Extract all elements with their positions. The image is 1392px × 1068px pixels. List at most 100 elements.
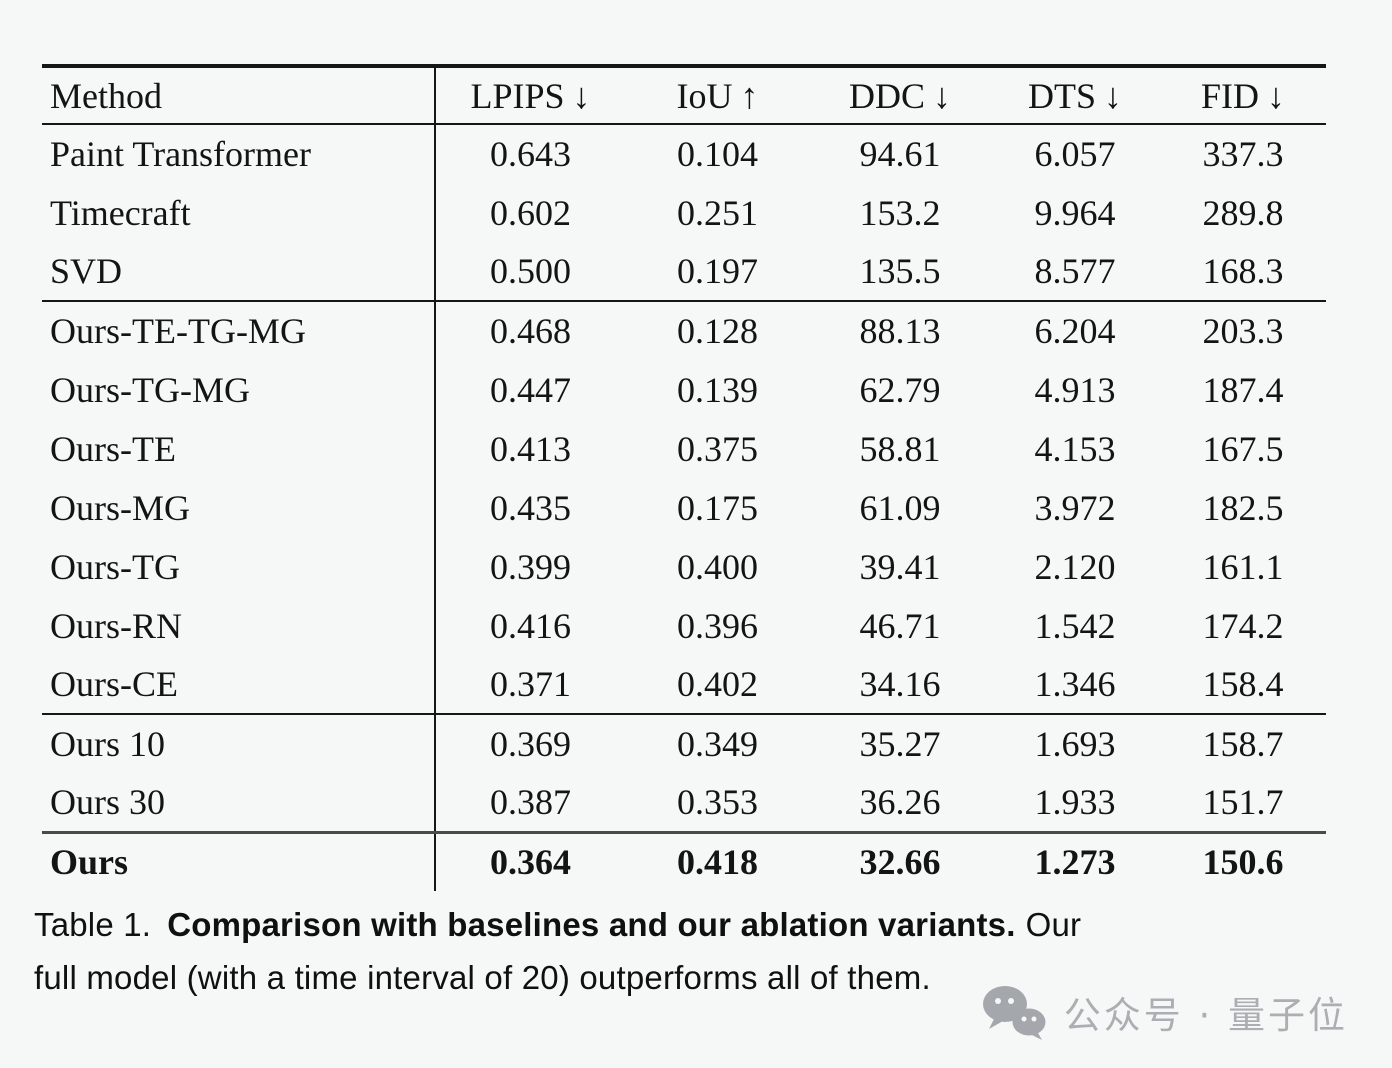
method-cell: Ours 10 (42, 713, 436, 773)
metric-value-cell: 0.139 (677, 369, 758, 410)
metric-value-cell: 0.400 (677, 546, 758, 587)
metric-value-cell: 0.104 (677, 134, 758, 174)
col-header-fid: FID ↓ (1160, 66, 1326, 125)
results-table-container: Method LPIPS ↓ IoU ↑ DDC ↓ DTS ↓ FID ↓ Paint … (42, 64, 1326, 891)
metric-value-cell: 158.7 (1160, 713, 1326, 773)
metric-value-cell: 34.16 (859, 664, 941, 704)
col-header-dts-label: DTS (1027, 75, 1096, 116)
table-row-ours-10: Ours 10 0.369 0.349 35.27 1.693 158.7 (42, 713, 1326, 773)
col-header-ddc-label: DDC (848, 75, 925, 116)
metric-value-cell: 0.402 (677, 664, 758, 704)
metric-value-cell: 0.418 (625, 830, 810, 891)
down-arrow-icon: ↓ (1104, 75, 1122, 116)
col-header-lpips-label: LPIPS (470, 75, 565, 116)
down-arrow-icon: ↓ (1267, 75, 1285, 116)
metric-value-cell: 153.2 (859, 192, 941, 233)
caption-text-line1: Our (1025, 906, 1082, 943)
method-cell: Ours-RN (42, 596, 436, 655)
metric-value-cell: 0.251 (677, 192, 758, 233)
metric-value-cell: 0.369 (435, 713, 625, 773)
metric-value-cell: 203.3 (1160, 300, 1326, 360)
metric-value-cell: 35.27 (810, 713, 990, 773)
metric-value-cell: 1.273 (990, 830, 1160, 891)
table-row-ours-rn: Ours-RN 0.416 0.396 46.71 1.542 174.2 (42, 596, 1326, 655)
metric-value-cell: 8.577 (1034, 251, 1116, 291)
results-table: Method LPIPS ↓ IoU ↑ DDC ↓ DTS ↓ FID ↓ Paint … (42, 64, 1326, 891)
metric-value-cell: 39.41 (859, 546, 941, 587)
metric-value-cell: 0.413 (490, 428, 571, 469)
metric-value-cell: 0.387 (490, 781, 571, 822)
method-cell: Ours-TG (42, 537, 436, 596)
metric-value-cell: 187.4 (1202, 369, 1284, 410)
watermark-text: 公众号 · 量子位 (1063, 994, 1348, 1037)
metric-value-cell: 6.057 (1034, 134, 1116, 174)
metric-value-cell: 62.79 (859, 369, 941, 410)
method-cell: Timecraft (42, 183, 436, 242)
metric-value-cell: 0.175 (677, 487, 758, 528)
col-header-iou-label: IoU (676, 75, 733, 116)
col-header-method: Method (42, 66, 436, 125)
method-cell: SVD (42, 242, 436, 301)
metric-value-cell: 161.1 (1202, 546, 1284, 587)
metric-value-cell: 0.602 (490, 192, 571, 233)
metric-value-cell: 0.349 (625, 713, 810, 773)
metric-value-cell: 337.3 (1202, 134, 1284, 174)
table-row-ours-mg: Ours-MG 0.435 0.175 61.09 3.972 182.5 (42, 478, 1326, 537)
col-header-ddc: DDC ↓ (810, 66, 990, 125)
method-cell: Ours-TE (42, 419, 436, 478)
metric-value-cell: 88.13 (810, 300, 990, 360)
metric-value-cell: 36.26 (859, 781, 941, 822)
table-row-ours-te-tg-mg: Ours-TE-TG-MG 0.468 0.128 88.13 6.204 203.3 (42, 300, 1326, 360)
table-caption: Table 1. Comparison with baselines and ou… (34, 898, 1350, 1004)
metric-value-cell: 158.4 (1202, 664, 1284, 704)
metric-value-cell: 1.346 (1034, 664, 1116, 704)
header-row: Method LPIPS ↓ IoU ↑ DDC ↓ DTS ↓ FID ↓ (42, 66, 1326, 125)
method-cell: Ours-MG (42, 478, 436, 537)
metric-value-cell: 0.643 (490, 134, 571, 174)
col-header-dts: DTS ↓ (990, 66, 1160, 125)
up-arrow-icon: ↑ (740, 75, 759, 116)
table-row-ours: Ours 0.364 0.418 32.66 1.273 150.6 (42, 830, 1326, 891)
metric-value-cell: 46.71 (859, 605, 941, 646)
table-row-ours-tg: Ours-TG 0.399 0.400 39.41 2.120 161.1 (42, 537, 1326, 596)
down-arrow-icon: ↓ (572, 75, 591, 116)
metric-value-cell: 4.913 (1034, 369, 1116, 410)
col-header-lpips: LPIPS ↓ (435, 66, 625, 125)
metric-value-cell: 150.6 (1160, 830, 1326, 891)
wechat-icon (982, 986, 1046, 1040)
metric-value-cell: 1.693 (990, 713, 1160, 773)
col-header-iou: IoU ↑ (625, 66, 810, 125)
metric-value-cell: 0.468 (435, 300, 625, 360)
method-cell: Ours-TE-TG-MG (42, 300, 436, 360)
table-row-ours-ce: Ours-CE 0.371 0.402 34.16 1.346 158.4 (42, 655, 1326, 714)
metric-value-cell: 0.447 (490, 369, 571, 410)
down-arrow-icon: ↓ (933, 75, 951, 116)
caption-bold-title: Comparison with baselines and our ablati… (167, 906, 1016, 943)
metric-value-cell: 0.435 (490, 487, 571, 528)
method-cell: Paint Transformer (42, 124, 436, 183)
table-row-ours-te: Ours-TE 0.413 0.375 58.81 4.153 167.5 (42, 419, 1326, 478)
metric-value-cell: 2.120 (1034, 546, 1116, 587)
metric-value-cell: 0.416 (490, 605, 571, 646)
metric-value-cell: 168.3 (1202, 251, 1284, 291)
metric-value-cell: 32.66 (810, 830, 990, 891)
method-cell: Ours-CE (42, 655, 436, 714)
metric-value-cell: 1.933 (1034, 781, 1116, 822)
results-table-body: Paint Transformer 0.643 0.104 94.61 6.057 337… (42, 124, 1326, 891)
caption-label: Table 1. (34, 906, 152, 943)
table-row-ours-30: Ours 30 0.387 0.353 36.26 1.933 151.7 (42, 773, 1326, 832)
caption-text-line2: full model (with a time interval of 20) … (34, 959, 931, 996)
metric-value-cell: 0.375 (677, 428, 758, 469)
metric-value-cell: 4.153 (1034, 428, 1116, 469)
metric-value-cell: 61.09 (859, 487, 941, 528)
col-header-fid-label: FID (1200, 75, 1259, 116)
metric-value-cell: 6.204 (990, 300, 1160, 360)
watermark: 公众号 · 量子位 (980, 984, 1348, 1040)
metric-value-cell: 0.353 (677, 781, 758, 822)
metric-value-cell: 167.5 (1202, 428, 1284, 469)
table-row-timecraft: Timecraft 0.602 0.251 153.2 9.964 289.8 (42, 183, 1326, 242)
table-row-ours-tg-mg: Ours-TG-MG 0.447 0.139 62.79 4.913 187.4 (42, 360, 1326, 419)
metric-value-cell: 0.396 (677, 605, 758, 646)
metric-value-cell: 151.7 (1202, 781, 1284, 822)
